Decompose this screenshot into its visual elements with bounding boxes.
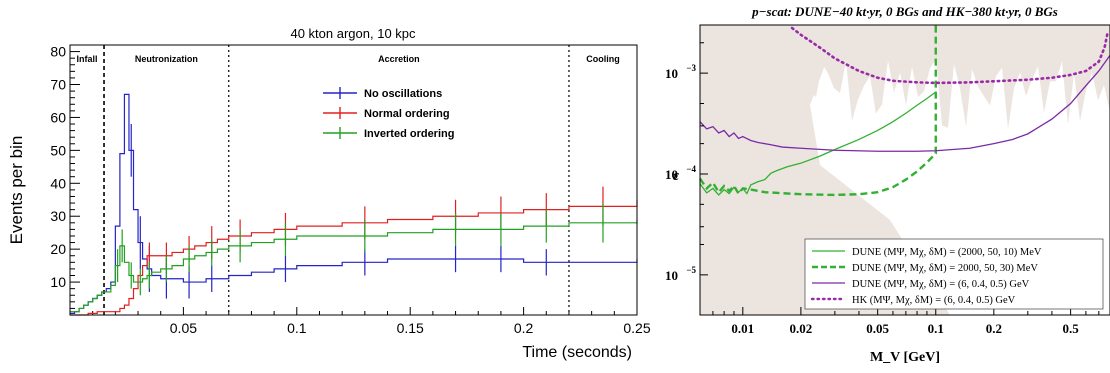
- x-tick-label: 0.1: [928, 321, 944, 336]
- dark-photon-sensitivity-chart: p−scat: DUNE−40 kt·yr, 0 BGs and HK−380 …: [665, 4, 1110, 365]
- left-x-axis-label: Time (seconds): [522, 344, 632, 361]
- left-plot-area: [70, 45, 637, 315]
- histogram-line: [70, 199, 638, 316]
- left-legend: No oscillations Normal ordering Inverted o…: [323, 87, 454, 140]
- legend-box: [804, 238, 1104, 310]
- supernova-events-chart: 40 kton argon, 10 kpc Events per bin Tim…: [7, 26, 651, 361]
- x-tick-label: 0.05: [866, 321, 889, 336]
- phase-label: Accretion: [378, 54, 420, 64]
- y-tick-label: 40: [50, 175, 66, 191]
- y-tick-label: 60: [50, 109, 66, 125]
- legend-label: DUNE (MΨ, Mχ, δM) = 2000, 50, 30) MeV: [852, 263, 1038, 274]
- y-tick-label: 10: [665, 66, 678, 81]
- left-series-group: [70, 93, 638, 316]
- x-tick-label: 0.15: [397, 320, 424, 336]
- y-tick-label: 10: [665, 167, 678, 182]
- y-tick-exponent: −4: [686, 164, 696, 174]
- right-plot-frame: [699, 24, 1110, 316]
- histogram-line: [70, 219, 638, 313]
- legend-label: DUNE (MΨ, Mχ, δM) = (6, 0.4, 0.5) GeV: [852, 279, 1030, 290]
- right-x-axis-label: M_V [GeV]: [870, 350, 940, 365]
- y-tick-label: 20: [50, 241, 66, 257]
- x-tick-label: 0.1: [287, 320, 307, 336]
- left-chart-title: 40 kton argon, 10 kpc: [290, 26, 416, 41]
- x-tick-label: 0.05: [170, 320, 197, 336]
- x-tick-label: 0.5: [1062, 321, 1079, 336]
- phase-markers: Infall Neutronization Accretion Cooling: [77, 45, 620, 315]
- legend-label: DUNE (MΨ, Mχ, δM) = (2000, 50, 10) MeV: [852, 247, 1042, 258]
- phase-label: Cooling: [586, 54, 620, 64]
- exclusion-shade-top: [810, 25, 1110, 129]
- y-tick-label: 10: [665, 268, 678, 283]
- sensitivity-curve: [699, 54, 1110, 152]
- y-tick-label: 30: [50, 208, 66, 224]
- x-tick-label: 0.2: [514, 320, 534, 336]
- legend-label: Inverted ordering: [364, 128, 454, 140]
- phase-label: Neutronization: [135, 54, 198, 64]
- right-legend: DUNE (MΨ, Mχ, δM) = (2000, 50, 10) MeV DU…: [804, 238, 1104, 310]
- y-tick-label: 10: [50, 274, 66, 290]
- legend-label: No oscillations: [364, 88, 442, 100]
- y-tick-exponent: −5: [686, 265, 696, 275]
- x-tick-label: 0.02: [790, 321, 813, 336]
- right-chart-title: p−scat: DUNE−40 kt·yr, 0 BGs and HK−380 …: [751, 4, 1058, 19]
- right-y-axis-label: ε: [673, 168, 680, 184]
- right-series-group: [699, 25, 1110, 197]
- legend-label: Normal ordering: [364, 108, 450, 120]
- sensitivity-curve: [699, 91, 937, 196]
- right-ticks: 0.01 0.02 0.05 0.1 0.2 0.5 10 −5 10 −4 10 −3: [665, 42, 1100, 336]
- phase-label: Infall: [77, 54, 98, 64]
- left-ticks: 0.05 0.1 0.15 0.2 0.25 10 20 30 40 50 60 70 80: [50, 44, 650, 336]
- x-tick-label: 0.25: [623, 320, 650, 336]
- sensitivity-curve: [790, 26, 1110, 85]
- y-tick-label: 70: [50, 77, 66, 93]
- x-tick-label: 0.2: [986, 321, 1002, 336]
- y-tick-label: 50: [50, 142, 66, 158]
- x-tick-label: 0.01: [731, 321, 754, 336]
- left-y-axis-label: Events per bin: [7, 136, 26, 245]
- legend-label: HK (MΨ, Mχ, δM) = (6, 0.4, 0.5) GeV: [852, 295, 1016, 306]
- sensitivity-curve: [699, 25, 937, 197]
- y-tick-label: 80: [50, 44, 66, 60]
- left-plot-frame: [69, 44, 638, 316]
- y-tick-exponent: −3: [686, 63, 696, 73]
